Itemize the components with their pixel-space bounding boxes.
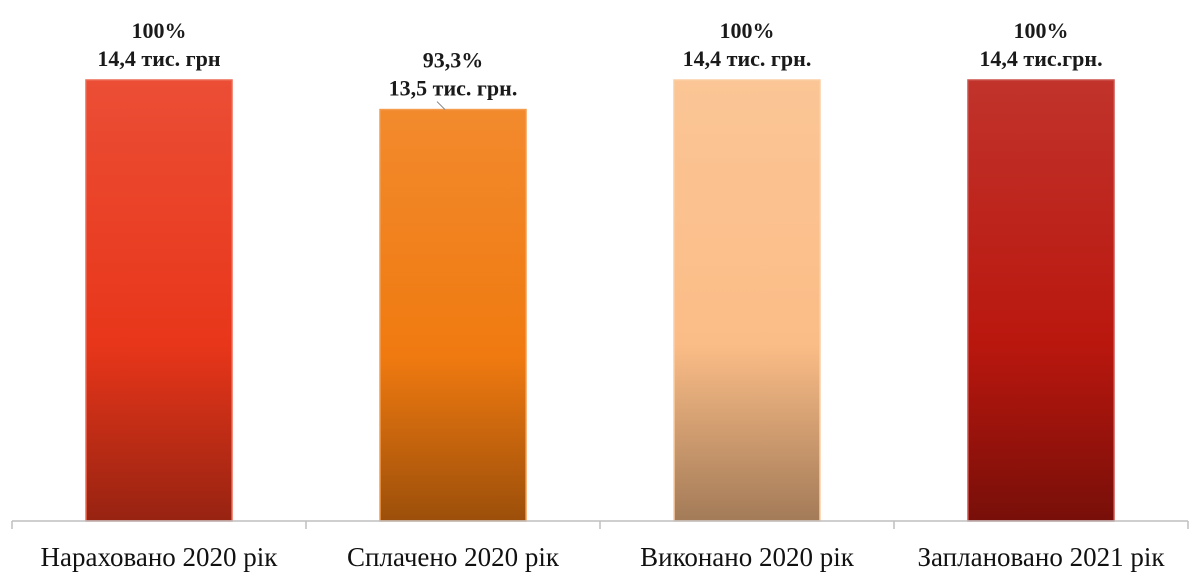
category-label: Нараховано 2020 рік [41, 542, 279, 572]
data-label-amount: 14,4 тис. грн [97, 46, 220, 71]
category-label: Сплачено 2020 рік [347, 542, 560, 572]
data-label-percent: 100% [132, 18, 187, 43]
data-label-amount: 13,5 тис. грн. [389, 76, 518, 101]
category-labels-group: Нараховано 2020 рік Сплачено 2020 рік Вико… [41, 542, 1166, 572]
category-label: Заплановано 2021 рік [918, 542, 1166, 572]
data-label-percent: 100% [1014, 18, 1069, 43]
bar-4 [967, 79, 1115, 522]
data-label-leader-line [436, 101, 446, 110]
bar-1 [85, 79, 233, 522]
category-label: Виконано 2020 рік [640, 542, 855, 572]
data-label-percent: 93,3% [423, 48, 484, 73]
x-axis [11, 520, 1189, 529]
bar-3 [673, 79, 821, 522]
bar-2 [379, 108, 527, 522]
data-labels-group: 100% 14,4 тис. грн 93,3% 13,5 тис. грн. 100%… [97, 18, 1103, 110]
data-label-amount: 14,4 тис.грн. [979, 46, 1102, 71]
data-label-percent: 100% [720, 18, 775, 43]
bars-group [85, 79, 1115, 522]
data-label-amount: 14,4 тис. грн. [683, 46, 812, 71]
